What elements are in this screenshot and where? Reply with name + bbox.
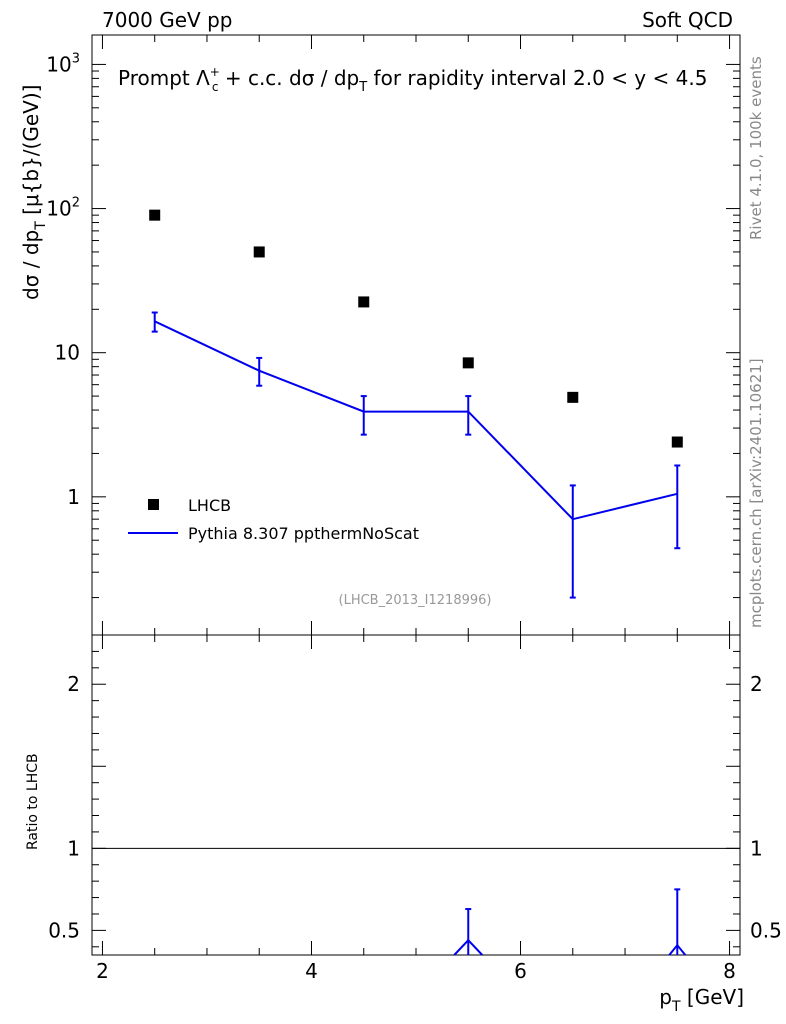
ratio-line: [453, 938, 483, 956]
legend-data-marker: [148, 499, 159, 510]
x-tick-label: 6: [514, 959, 527, 983]
series-layer: [149, 209, 687, 956]
y-tick-label: 10: [55, 341, 80, 365]
x-tick-label: 4: [305, 959, 318, 983]
ratio-line: [668, 943, 687, 956]
data-point: [149, 209, 161, 221]
x-tick-label: 2: [96, 959, 109, 983]
ratio-tick-label-left: 0.5: [48, 918, 80, 942]
data-point: [462, 357, 474, 369]
ratio-tick-label-right: 0.5: [750, 918, 782, 942]
y-tick-label: 1: [67, 485, 80, 509]
y-axis-label: dσ / dpT [μ{b}/(GeV)]: [19, 85, 49, 300]
main-plot-frame: [91, 34, 741, 636]
ratio-tick-label-left: 1: [67, 836, 80, 860]
mcplots-info: mcplots.cern.ch [arXiv:2401.10621]: [747, 358, 765, 628]
data-point: [567, 391, 579, 403]
ratio-axis-label: Ratio to LHCB: [25, 753, 41, 850]
header-energy: 7000 GeV pp: [102, 8, 233, 32]
legend-mc-label: Pythia 8.307 ppthermNoScat: [188, 524, 419, 543]
ratio-tick-label-right: 1: [750, 836, 763, 860]
rivet-info: Rivet 4.1.0, 100k events: [747, 56, 765, 240]
y-tick-labels: 1 10 102 103: [46, 51, 80, 508]
ratio-tick-label-left: 2: [67, 672, 80, 696]
data-point: [358, 296, 370, 308]
analysis-watermark: (LHCB_2013_I1218996): [339, 593, 492, 608]
ratio-tick-labels: 0.5 0.5 1 1 2 2: [48, 672, 782, 942]
axes-ticks: [92, 35, 740, 955]
x-tick-labels: 2 4 6 8: [96, 959, 736, 983]
ratio-tick-label-right: 2: [750, 672, 763, 696]
x-axis-label: pT [GeV]: [659, 985, 744, 1015]
legend-data-label: LHCB: [188, 496, 231, 515]
mc-line: [154, 320, 678, 521]
plot-title: Prompt Λ+ c + c.c. dσ / dpT for rapidity …: [118, 65, 707, 95]
y-tick-label: 102: [46, 196, 80, 221]
header-category: Soft QCD: [642, 8, 733, 32]
ratio-plot-frame: [91, 634, 741, 956]
y-tick-label: 103: [46, 51, 80, 76]
data-point: [253, 246, 265, 258]
data-point: [671, 436, 683, 448]
x-tick-label: 8: [723, 959, 736, 983]
